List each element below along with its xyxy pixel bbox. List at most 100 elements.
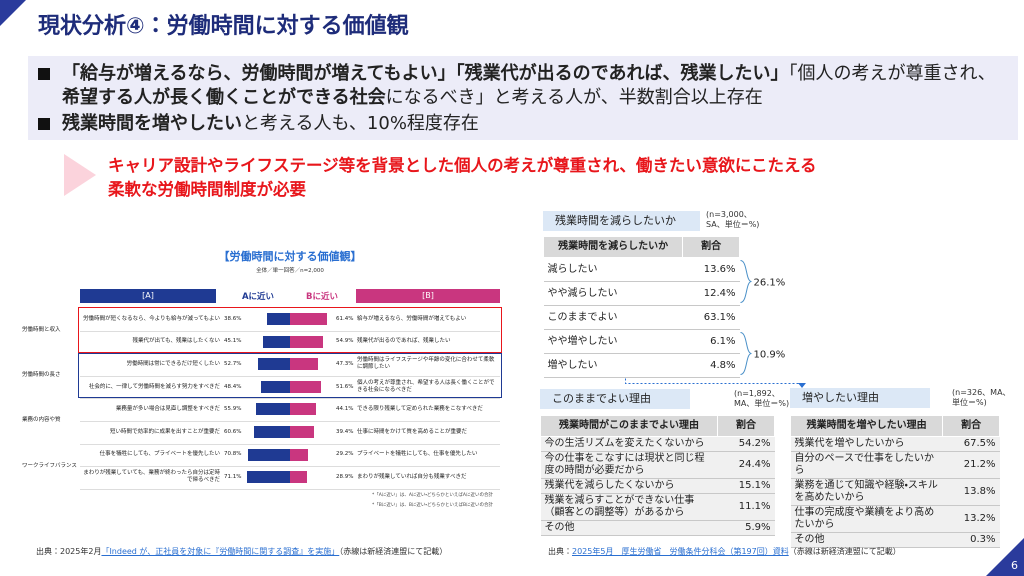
row-divider bbox=[80, 443, 500, 445]
bullet-marker bbox=[38, 118, 50, 130]
label-cell: このままでよい bbox=[543, 305, 683, 330]
label-cell: 今の生活リズムを変えたくないから bbox=[540, 436, 718, 452]
label-cell: 残業を減らすことができない仕事（顧客との調整等）があるから bbox=[540, 493, 718, 521]
value-cell: 63.1% bbox=[682, 305, 740, 330]
callout-text: キャリア設計やライフステージ等を背景とした個人の考えが尊重され、働きたい意欲にこ… bbox=[108, 156, 817, 175]
table-title: 増やしたい理由 bbox=[790, 388, 930, 408]
source: 出典：2025年5月 厚生労働省 労働条件分科会（第197回）資料（赤線は新経済… bbox=[548, 546, 901, 557]
row-divider bbox=[80, 488, 500, 490]
bullet: 「給与が増えるなら、労働時間が増えてもよい」「残業代が出るのであれば、残業したい… bbox=[36, 62, 996, 110]
source-link[interactable]: 「Indeed が、正社員を対象に『労働時間に関する調査』を実施」 bbox=[101, 547, 340, 556]
table-row: このままでよい 63.1% bbox=[543, 305, 740, 330]
label-cell: その他 bbox=[540, 520, 718, 536]
data-table: 残業時間を増やしたい理由 割合 残業代を増やしたいから 67.5% 自分のペースで仕事を… bbox=[789, 415, 1000, 548]
data-table: 残業時間を減らしたいか 割合 減らしたい 13.6% やや減らしたい 12.4% このままで… bbox=[542, 236, 740, 378]
bullet-text: 「個人の考えが尊重され、 bbox=[788, 63, 996, 84]
bullet-text: になるべき」と考える人が、半数割合以上存在 bbox=[385, 87, 763, 108]
label-cell: 業務を通じて知識や経験・スキルを高めたいから bbox=[790, 478, 943, 506]
footnote: *「Aに近い」は、Aに近い・どちらかといえばAに近いの合計 bbox=[372, 493, 494, 498]
legend-b: Bに近い bbox=[306, 292, 338, 302]
table-row: 残業代を増やしたいから 67.5% bbox=[790, 436, 1000, 452]
header-cell: 割合 bbox=[942, 415, 1000, 437]
value-cell: 13.6% bbox=[682, 257, 740, 282]
label-cell: 残業代を増やしたいから bbox=[790, 436, 943, 452]
table-row: 減らしたい 13.6% bbox=[543, 257, 740, 282]
header-cell: 残業時間を減らしたいか bbox=[542, 236, 684, 258]
bar-b bbox=[290, 426, 314, 438]
corner-triangle bbox=[0, 0, 26, 26]
slide-title: 現状分析④：労働時間に対する価値観 bbox=[38, 14, 409, 39]
statement-b: 残業代が出るのであれば、残業したい bbox=[357, 338, 451, 345]
header-cell: 残業時間がこのままでよい理由 bbox=[540, 415, 718, 437]
value-cell: 21.2% bbox=[942, 451, 1000, 479]
bullet-text: と考える人も、10%程度存在 bbox=[242, 113, 479, 134]
bar-a bbox=[247, 471, 290, 484]
corner-triangle bbox=[986, 538, 1024, 576]
statement-a: 労働時間が短くなるなら、今よりも給与が減ってもよい bbox=[83, 315, 220, 322]
highlight-box bbox=[78, 353, 502, 399]
table-row: 業務を通じて知識や経験・スキルを高めたいから 13.8% bbox=[790, 478, 1000, 506]
label-cell: 減らしたい bbox=[543, 257, 683, 282]
bar-a bbox=[262, 335, 290, 348]
connector bbox=[625, 374, 803, 385]
value-cell: 24.4% bbox=[717, 451, 775, 479]
statement-b: プライベートを犠牲にしても、仕事を優先したい bbox=[357, 451, 478, 458]
header-row: 残業時間を増やしたい理由 割合 bbox=[789, 415, 1000, 437]
label-cell: 仕事の完成度や業績をより高めたいから bbox=[790, 505, 943, 533]
statement-a: 社会的に、一律して労働時間を減らす努力をすべきだ bbox=[88, 383, 220, 390]
value-cell: 11.1% bbox=[717, 493, 775, 521]
table-row: その他 0.3% bbox=[790, 532, 1000, 548]
bar-b bbox=[290, 471, 308, 484]
value-label-b: 47.3% bbox=[336, 360, 354, 367]
value-cell: 12.4% bbox=[682, 281, 740, 306]
value-label-a: 60.6% bbox=[224, 428, 242, 435]
label-cell: やや増やしたい bbox=[543, 329, 683, 354]
bullet-text: 希望する人が長く働くことができる社会 bbox=[62, 87, 386, 108]
header-b: [B] bbox=[356, 289, 500, 303]
chart-subtitle: 全体／単一回答／n=2,000 bbox=[256, 268, 324, 274]
source-text: 出典： bbox=[548, 547, 572, 556]
statement-a: 残業代が出ても、残業はしたくない bbox=[132, 338, 220, 345]
source: 出典：2025年2月「Indeed が、正社員を対象に『労働時間に関する調査』を… bbox=[36, 546, 447, 557]
table-row: その他 5.9% bbox=[540, 520, 775, 536]
statement-b: できる限り残業して定められた業務をこなすべきだ bbox=[357, 406, 483, 413]
statement-b: 労働時間はライフステージや年齢の変化に合わせて柔軟に調節したい bbox=[357, 357, 495, 371]
value-cell: 67.5% bbox=[942, 436, 1000, 452]
table-row: 仕事の完成度や業績をより高めたいから 13.2% bbox=[790, 505, 1000, 533]
group-label: 業務の内容や質 bbox=[22, 417, 61, 424]
source-link[interactable]: 2025年5月 厚生労働省 労働条件分科会（第197回）資料 bbox=[572, 547, 789, 556]
table-row: 今の仕事をこなすには現状と同じ程度の時間が必要だから 24.4% bbox=[540, 451, 775, 479]
statement-a: 業務量が多い場合は見直し調整をすべきだ bbox=[115, 406, 220, 413]
value-cell: 54.2% bbox=[717, 436, 775, 452]
row-divider bbox=[80, 421, 500, 422]
highlight-box bbox=[78, 307, 502, 354]
value-cell: 6.1% bbox=[682, 329, 740, 354]
value-label-a: 45.1% bbox=[224, 338, 242, 345]
value-label-b: 39.4% bbox=[336, 428, 354, 435]
label-cell: やや減らしたい bbox=[543, 281, 683, 306]
row-divider bbox=[80, 466, 500, 468]
group-label: ワークライフバランス bbox=[22, 462, 77, 469]
value-label-a: 55.9% bbox=[224, 406, 242, 413]
value-cell: 4.8% bbox=[682, 353, 740, 378]
label-cell: 増やしたい bbox=[543, 353, 683, 378]
bullet: 残業時間を増やしたいと考える人も、10%程度存在 bbox=[36, 112, 996, 136]
bar-a bbox=[247, 448, 290, 461]
legend-a: Aに近い bbox=[241, 292, 275, 302]
data-table: 残業時間がこのままでよい理由 割合 今の生活リズムを変えたくないから 54.2% 今の仕… bbox=[540, 415, 776, 536]
bar-b bbox=[290, 313, 327, 325]
connector-arrow bbox=[798, 383, 806, 388]
value-cell: 13.8% bbox=[942, 478, 1000, 506]
statement-b: まわりが残業していれば自分も残業すべきだ bbox=[357, 473, 467, 480]
table-row: 増やしたい 4.8% bbox=[543, 353, 740, 378]
table-title: このままでよい理由 bbox=[540, 389, 690, 409]
bullet-text: 「給与が増えるなら、労働時間が増えてもよい」「残業代が出るのであれば、残業したい… bbox=[62, 63, 789, 84]
value-label-a: 48.4% bbox=[224, 383, 242, 390]
table-row: 残業を減らすことができない仕事（顧客との調整等）があるから 11.1% bbox=[540, 493, 775, 521]
group-label: 労働時間と収入 bbox=[22, 327, 61, 334]
footnote: *「Bに近い」は、Bに近い・どちらかといえばBに近いの合計 bbox=[372, 503, 494, 508]
bar-b bbox=[290, 358, 319, 371]
summary-box bbox=[28, 56, 1018, 140]
bar-b bbox=[290, 380, 321, 393]
